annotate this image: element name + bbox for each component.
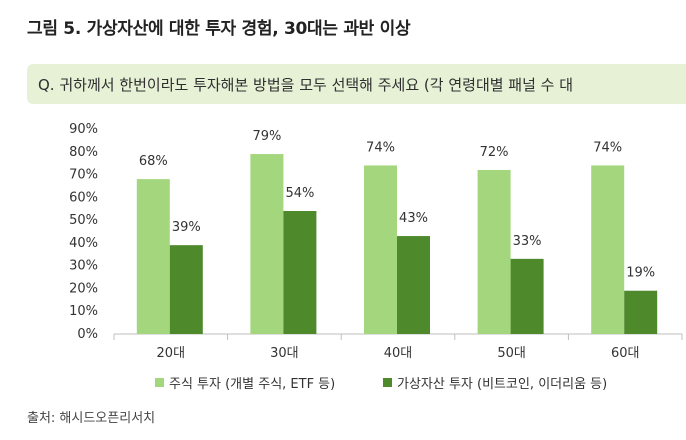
bar-stock xyxy=(477,170,511,334)
x-tick-label: 20대 xyxy=(157,346,186,361)
data-label-crypto: 19% xyxy=(626,266,655,281)
bar-crypto xyxy=(510,258,544,334)
legend-swatch-stock xyxy=(155,378,164,387)
legend-item-crypto: 가상자산 투자 (비트코인, 이더리움 등) xyxy=(383,373,607,392)
data-label-crypto: 39% xyxy=(172,220,201,235)
data-label-stock: 68% xyxy=(139,154,168,169)
y-tick-label: 40% xyxy=(69,236,98,251)
y-tick-label: 60% xyxy=(69,190,98,205)
figure-title: 그림 5. 가상자산에 대한 투자 경험, 30대는 과반 이상 xyxy=(27,19,411,39)
data-label-crypto: 54% xyxy=(285,186,314,201)
bar-crypto xyxy=(397,236,430,334)
bar-stock xyxy=(250,154,284,334)
legend-label-stock: 주식 투자 (개별 주식, ETF 등) xyxy=(169,377,336,392)
y-tick-label: 30% xyxy=(69,259,98,274)
question-banner: Q. 귀하께서 한번이라도 투자해본 방법을 모두 선택해 주세요 (각 연령대… xyxy=(27,64,686,104)
legend-label-crypto: 가상자산 투자 (비트코인, 이더리움 등) xyxy=(397,377,608,392)
x-tick-label: 50대 xyxy=(497,346,526,361)
bar-crypto xyxy=(624,290,658,334)
data-label-crypto: 33% xyxy=(513,234,542,249)
y-tick-label: 10% xyxy=(69,304,98,319)
bar-stock xyxy=(136,179,170,334)
legend-swatch-crypto xyxy=(383,378,392,387)
x-tick-label: 30대 xyxy=(270,346,299,361)
y-tick-label: 0% xyxy=(77,327,98,342)
bar-stock xyxy=(364,165,397,334)
data-label-stock: 72% xyxy=(480,145,509,160)
y-tick-label: 80% xyxy=(69,145,98,160)
data-label-stock: 74% xyxy=(593,140,622,155)
y-tick-label: 50% xyxy=(69,213,98,228)
legend-item-stock: 주식 투자 (개별 주식, ETF 등) xyxy=(155,373,335,392)
x-tick-label: 40대 xyxy=(384,346,413,361)
bar-crypto xyxy=(169,245,203,334)
bar-chart: 0% 10% 20% 30% 40% 50% 60% 70% 80% 90% 68% 39% 20대 79… xyxy=(69,122,683,361)
data-label-stock: 74% xyxy=(366,140,395,155)
y-tick-label: 70% xyxy=(69,168,98,183)
y-tick-label: 20% xyxy=(69,281,98,296)
y-tick-label: 90% xyxy=(69,122,98,137)
x-tick-label: 60대 xyxy=(611,346,640,361)
bar-stock xyxy=(591,165,625,334)
data-label-crypto: 43% xyxy=(399,211,428,226)
bar-crypto xyxy=(283,211,317,334)
question-text: Q. 귀하께서 한번이라도 투자해본 방법을 모두 선택해 주세요 (각 연령대… xyxy=(38,76,574,94)
source-note: 출처: 해시드오픈리서치 xyxy=(27,411,156,426)
data-label-stock: 79% xyxy=(252,129,281,144)
